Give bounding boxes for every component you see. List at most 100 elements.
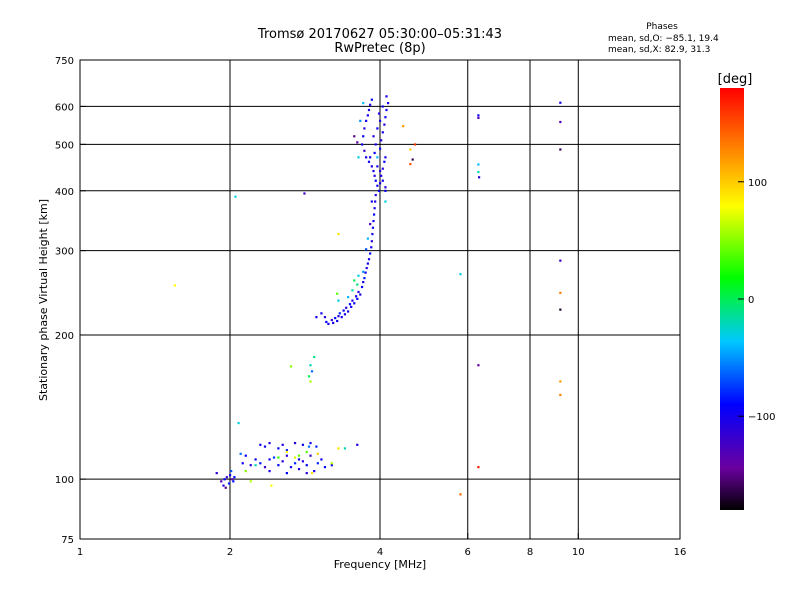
data-point bbox=[315, 316, 318, 319]
data-point bbox=[277, 456, 280, 459]
data-point bbox=[409, 162, 412, 166]
data-point bbox=[379, 182, 382, 185]
data-point bbox=[312, 546, 314, 548]
data-point bbox=[357, 156, 360, 159]
x-axis: 1 2 4 6 8 10 16 bbox=[77, 533, 686, 558]
colorbar-tick-label: 100 bbox=[748, 178, 767, 189]
data-point bbox=[362, 280, 365, 284]
data-point bbox=[369, 222, 372, 226]
data-point bbox=[370, 240, 373, 243]
data-point bbox=[370, 200, 373, 203]
data-point bbox=[376, 184, 379, 187]
chart-title: Tromsø 20170627 05:30:00–05:31:43 bbox=[257, 27, 503, 42]
data-point bbox=[356, 141, 359, 144]
x-tick-label: 10 bbox=[572, 547, 585, 558]
data-point bbox=[309, 380, 312, 383]
data-point bbox=[357, 290, 360, 294]
y-tick-label: 750 bbox=[55, 56, 74, 67]
data-point bbox=[411, 158, 414, 161]
data-point bbox=[281, 460, 284, 463]
data-point bbox=[559, 148, 562, 151]
data-point bbox=[381, 179, 384, 182]
data-point bbox=[307, 445, 311, 448]
data-point bbox=[367, 108, 371, 112]
data-point bbox=[263, 466, 267, 469]
data-point bbox=[363, 127, 366, 130]
data-point bbox=[346, 296, 350, 299]
colorbar-tick-label: −100 bbox=[748, 412, 775, 423]
data-point bbox=[347, 546, 349, 548]
data-point bbox=[385, 108, 388, 112]
phase-stats-heading: Phases bbox=[646, 22, 678, 32]
grid-lines bbox=[80, 60, 680, 539]
data-point bbox=[356, 443, 359, 446]
phase-stats-x-mode: mean, sd,X: 82.9, 31.3 bbox=[608, 45, 711, 55]
data-point bbox=[357, 274, 360, 277]
data-point bbox=[402, 125, 405, 128]
data-point bbox=[323, 466, 327, 469]
data-point bbox=[320, 312, 323, 315]
y-tick-label: 100 bbox=[55, 475, 74, 486]
data-point bbox=[285, 454, 288, 457]
data-point bbox=[346, 310, 350, 313]
data-point bbox=[227, 482, 231, 485]
data-point bbox=[381, 105, 384, 108]
data-point bbox=[293, 441, 297, 445]
data-point bbox=[285, 450, 288, 454]
data-point bbox=[348, 303, 352, 306]
data-point bbox=[277, 447, 280, 450]
data-point bbox=[338, 312, 341, 315]
data-point bbox=[351, 299, 354, 302]
data-point bbox=[230, 469, 233, 473]
data-point bbox=[353, 279, 356, 282]
data-point bbox=[359, 119, 362, 122]
x-tick-label: 8 bbox=[527, 547, 533, 558]
data-point bbox=[330, 462, 333, 465]
y-axis-label: Stationary phase Virtual Height [km] bbox=[37, 199, 50, 401]
data-point bbox=[285, 449, 288, 452]
data-point bbox=[372, 219, 375, 223]
colorbar-unit-label: [deg] bbox=[718, 72, 753, 87]
colorbar-tick-label: 0 bbox=[748, 295, 754, 306]
data-point bbox=[380, 174, 383, 177]
data-point bbox=[365, 119, 368, 122]
y-axis: 75 100 200 300 400 500 600 750 bbox=[55, 56, 86, 546]
data-point bbox=[254, 458, 257, 461]
data-point bbox=[371, 226, 375, 229]
data-point bbox=[363, 149, 366, 152]
data-point bbox=[377, 112, 381, 115]
data-point bbox=[233, 476, 236, 479]
data-point bbox=[215, 472, 218, 475]
chart-subtitle: RwPretec (8p) bbox=[334, 41, 426, 56]
data-point bbox=[356, 283, 359, 286]
phase-colorbar: [deg] 100 0 −100 bbox=[718, 72, 775, 510]
data-point bbox=[337, 299, 340, 302]
data-point bbox=[477, 114, 480, 117]
data-point bbox=[220, 480, 223, 483]
data-point bbox=[353, 302, 356, 305]
data-point bbox=[384, 186, 387, 189]
data-point bbox=[312, 546, 314, 548]
data-point bbox=[239, 452, 242, 455]
data-point bbox=[379, 169, 382, 173]
data-point bbox=[336, 319, 339, 323]
data-point bbox=[330, 318, 333, 322]
data-point bbox=[477, 176, 481, 179]
data-point bbox=[459, 273, 462, 276]
data-point bbox=[370, 165, 373, 168]
data-point bbox=[379, 119, 382, 122]
data-point bbox=[384, 200, 387, 203]
data-point bbox=[383, 123, 386, 126]
data-point bbox=[316, 452, 319, 455]
data-point bbox=[272, 456, 276, 459]
data-point bbox=[383, 160, 386, 163]
data-point bbox=[372, 169, 375, 173]
data-point bbox=[289, 365, 293, 368]
data-point bbox=[343, 447, 347, 450]
data-point bbox=[316, 462, 319, 465]
y-tick-label: 600 bbox=[55, 102, 74, 113]
data-point bbox=[343, 313, 347, 316]
data-point bbox=[345, 306, 348, 309]
data-point bbox=[289, 466, 293, 469]
